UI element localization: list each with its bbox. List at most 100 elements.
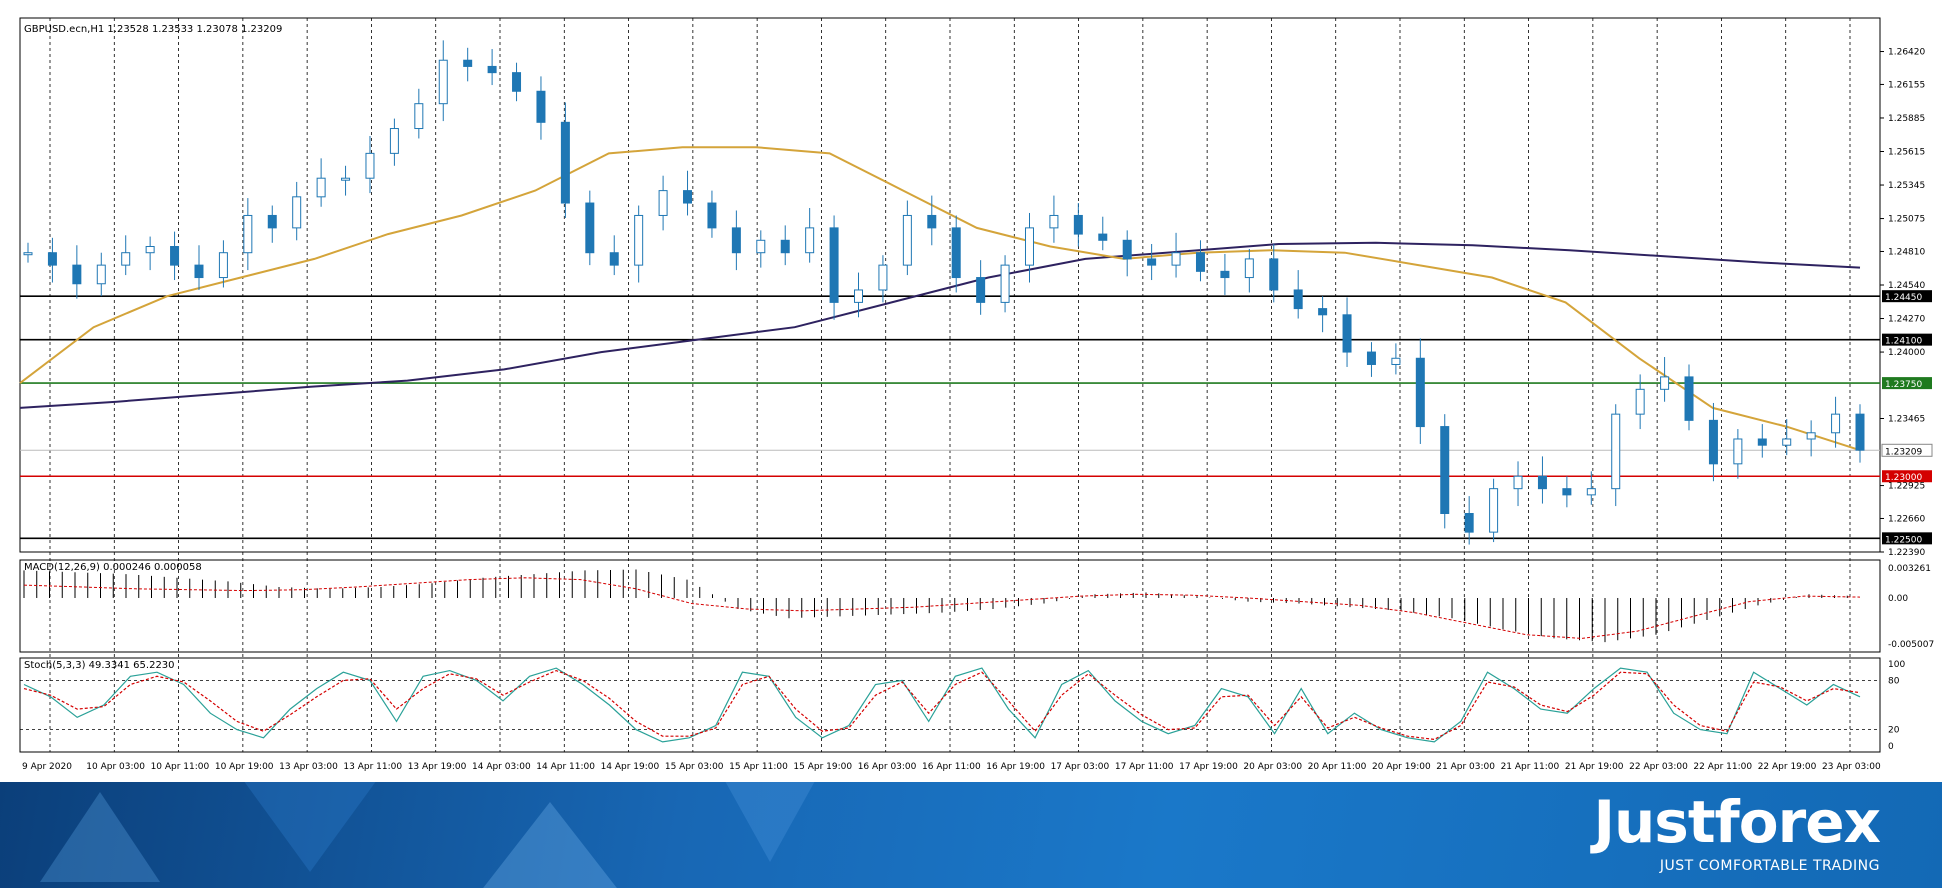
candle-body <box>1342 314 1352 353</box>
candle-body <box>1098 233 1108 241</box>
stoch-tick-label: 100 <box>1888 660 1905 670</box>
candle-body <box>1000 264 1010 303</box>
candle-body <box>1562 488 1572 496</box>
candle-body <box>1537 475 1547 490</box>
price-tick-label: 1.23465 <box>1888 415 1925 425</box>
time-tick-label: 14 Apr 11:00 <box>536 762 595 772</box>
ma-slow-line <box>19 241 1861 409</box>
stoch-label: Stoch(5,3,3) 49.3341 65.2230 <box>24 660 175 671</box>
candle-body <box>780 239 790 254</box>
candle-body <box>121 252 131 266</box>
level-label: 1.24100 <box>1885 337 1922 347</box>
candle-body <box>1171 252 1181 266</box>
justforex-logo[interactable]: Justforex <box>1593 788 1881 856</box>
price-tick-label: 1.26420 <box>1888 48 1925 58</box>
decor-shape <box>480 802 620 888</box>
candle-body <box>1415 357 1425 428</box>
macd-tick-label: 0.00 <box>1888 594 1908 604</box>
time-tick-label: 16 Apr 11:00 <box>922 762 981 772</box>
price-tick-label: 1.24000 <box>1888 348 1925 358</box>
level-label: 1.24450 <box>1885 293 1922 303</box>
chart-svg[interactable]: 1.24450 1.24100 1.23750 1.23209 1.23000 1.225… <box>0 0 1942 782</box>
candle-body <box>267 214 277 229</box>
price-tick-label: 1.26155 <box>1888 80 1925 90</box>
candle-body <box>218 252 228 279</box>
level-tag <box>1881 443 1933 457</box>
time-tick-label: 20 Apr 03:00 <box>1243 762 1302 772</box>
stoch-tick-label: 20 <box>1888 726 1900 736</box>
price-tick-label: 1.25345 <box>1888 181 1925 191</box>
macd-signal-line <box>23 577 1861 639</box>
candle-body <box>389 128 399 154</box>
decor-shape <box>40 792 160 882</box>
time-tick-label: 9 Apr 2020 <box>22 762 72 772</box>
time-tick-label: 16 Apr 19:00 <box>986 762 1045 772</box>
level-label: 1.23209 <box>1885 447 1922 457</box>
time-tick-label: 23 Apr 03:00 <box>1822 762 1881 772</box>
time-tick-label: 21 Apr 03:00 <box>1436 762 1495 772</box>
candle-body <box>878 264 888 291</box>
candle-body <box>463 59 473 67</box>
candle-body <box>1660 376 1670 390</box>
candle-body <box>1244 258 1254 279</box>
candle-body <box>1586 488 1596 496</box>
candle-body <box>927 214 937 229</box>
time-tick-label: 17 Apr 03:00 <box>1051 762 1110 772</box>
slogan: JUST COMFORTABLE TRADING <box>1659 858 1880 874</box>
candle-body <box>976 277 986 303</box>
price-tick-label: 1.24270 <box>1888 315 1925 325</box>
candle-body <box>487 65 497 74</box>
candle-body <box>1293 289 1303 310</box>
candle-body <box>683 190 693 204</box>
level-label: 1.22500 <box>1885 535 1922 545</box>
time-tick-label: 15 Apr 03:00 <box>665 762 724 772</box>
candle-body <box>1733 438 1743 465</box>
price-tick-label: 1.24540 <box>1888 281 1925 291</box>
price-tick-label: 1.22925 <box>1888 482 1925 492</box>
candle-body <box>1855 413 1865 451</box>
time-tick-label: 13 Apr 03:00 <box>279 762 338 772</box>
stoch-signal-line <box>23 669 1861 741</box>
level-tag <box>1882 532 1932 545</box>
candle-body <box>658 190 668 216</box>
price-tick-label: 1.22660 <box>1888 514 1925 524</box>
candle-body <box>951 227 961 279</box>
stoch-tick-label: 80 <box>1888 676 1900 686</box>
time-tick-label: 20 Apr 11:00 <box>1308 762 1367 772</box>
candle-body <box>341 177 351 181</box>
price-tick-label: 1.25885 <box>1888 114 1925 124</box>
candle-body <box>414 103 424 130</box>
candle-body <box>634 214 644 266</box>
candle-body <box>1366 351 1376 365</box>
candle-body <box>609 252 619 266</box>
candle-body <box>536 90 546 123</box>
price-tick-label: 1.25075 <box>1888 215 1925 225</box>
level-label: 1.23750 <box>1885 380 1922 390</box>
candle-body <box>47 252 57 266</box>
macd-tick-label: -0.005007 <box>1888 640 1934 650</box>
candle-body <box>902 214 912 266</box>
candle-body <box>1195 252 1205 272</box>
time-tick-label: 22 Apr 03:00 <box>1629 762 1688 772</box>
decor-shape <box>720 782 820 862</box>
time-tick-label: 21 Apr 19:00 <box>1565 762 1624 772</box>
time-tick-label: 21 Apr 11:00 <box>1501 762 1560 772</box>
time-tick-label: 10 Apr 19:00 <box>215 762 274 772</box>
candle-body <box>1489 488 1499 533</box>
candle-body <box>512 72 522 92</box>
candle-body <box>731 227 741 254</box>
candle-body <box>1391 357 1401 365</box>
trading-chart[interactable]: 1.24450 1.24100 1.23750 1.23209 1.23000 1.225… <box>0 0 1942 782</box>
candle-body <box>1806 432 1816 440</box>
time-tick-label: 17 Apr 19:00 <box>1179 762 1238 772</box>
candle-body <box>1513 475 1523 490</box>
time-tick-label: 10 Apr 11:00 <box>151 762 210 772</box>
macd-tick-label: 0.003261 <box>1888 564 1931 574</box>
time-tick-label: 22 Apr 19:00 <box>1758 762 1817 772</box>
candle-body <box>707 202 717 229</box>
time-tick-label: 14 Apr 03:00 <box>472 762 531 772</box>
price-tick-label: 1.25615 <box>1888 148 1925 158</box>
candle-body <box>1122 239 1132 260</box>
candle-body <box>1757 438 1767 446</box>
brand-footer: Justforex JUST COMFORTABLE TRADING <box>0 782 1942 888</box>
